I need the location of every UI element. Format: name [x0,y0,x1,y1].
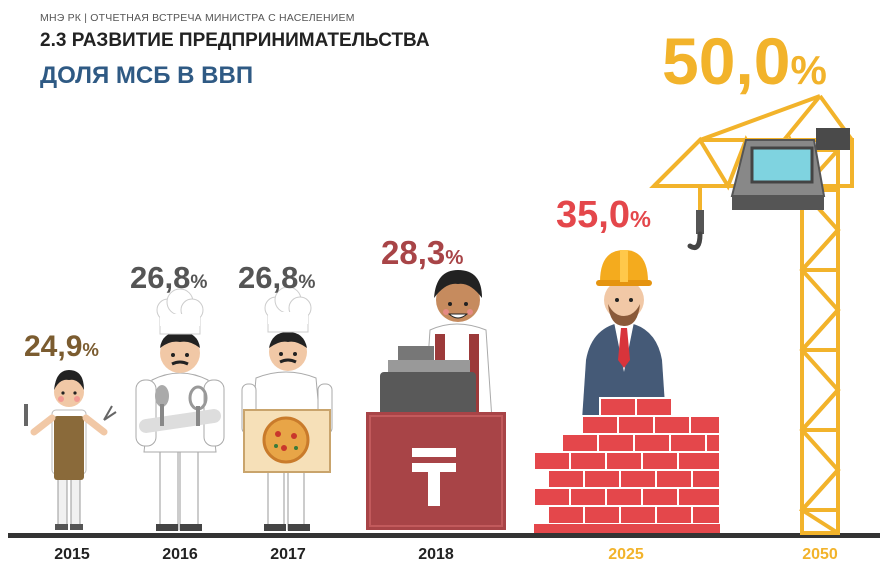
barber-icon [24,370,117,530]
year-label-2018: 2018 [418,546,454,563]
value-label-2050: 50,0% [662,28,827,94]
pizza-chef-icon [241,286,333,531]
chef-icon [135,288,225,531]
value-number: 26,8 [130,260,191,295]
value-number: 28,3 [381,234,446,271]
value-number: 26,8 [238,260,299,295]
value-label-2015: 24,9% [24,332,99,362]
value-unit: % [190,272,208,293]
value-number: 35,0 [556,194,630,236]
value-label-2016: 26,8% [130,262,207,293]
value-unit: % [629,206,651,232]
value-unit: % [445,246,464,269]
cashier-icon [366,270,506,530]
year-label-2050: 2050 [802,546,838,563]
year-label-2017: 2017 [270,546,306,563]
year-label-2016: 2016 [162,546,198,563]
section-title: 2.3 РАЗВИТИЕ ПРЕДПРИНИМАТЕЛЬСТВА [40,30,430,51]
year-label-2025: 2025 [608,546,644,563]
value-unit: % [82,339,99,360]
value-label-2017: 26,8% [238,262,315,293]
value-label-2018: 28,3% [381,236,463,269]
value-unit: % [298,272,316,293]
value-number: 24,9 [24,330,83,363]
value-unit: % [790,47,827,93]
value-label-2025: 35,0% [556,196,651,234]
value-number: 50,0 [662,24,791,98]
header-subtitle: МНЭ РК | ОТЧЕТНАЯ ВСТРЕЧА МИНИСТРА С НАС… [40,12,355,24]
businessman-brick-wall-icon [533,250,721,533]
year-label-2015: 2015 [54,546,90,563]
page-title: ДОЛЯ МСБ В ВВП [40,62,254,89]
axis-baseline [8,533,880,538]
construction-crane-icon [649,94,854,535]
